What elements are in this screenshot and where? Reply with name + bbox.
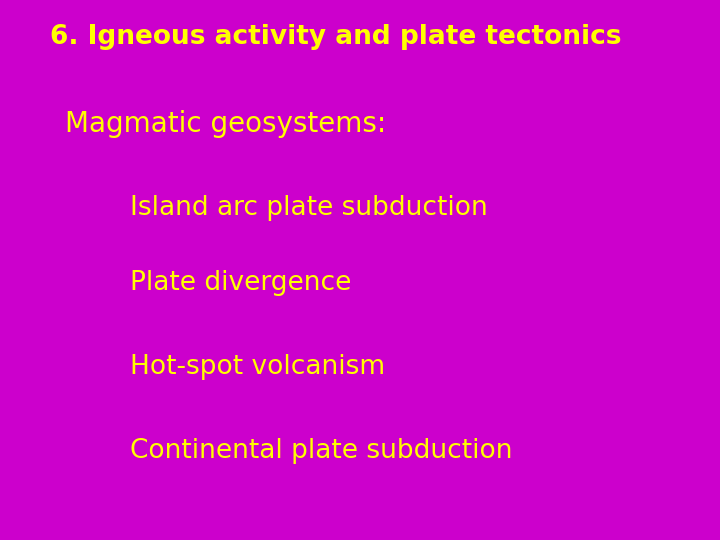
Text: Magmatic geosystems:: Magmatic geosystems:	[65, 110, 386, 138]
Text: Island arc plate subduction: Island arc plate subduction	[130, 195, 487, 221]
Text: 6. Igneous activity and plate tectonics: 6. Igneous activity and plate tectonics	[50, 24, 622, 50]
Text: Plate divergence: Plate divergence	[130, 271, 351, 296]
Text: Continental plate subduction: Continental plate subduction	[130, 438, 512, 464]
Text: Hot-spot volcanism: Hot-spot volcanism	[130, 354, 384, 380]
